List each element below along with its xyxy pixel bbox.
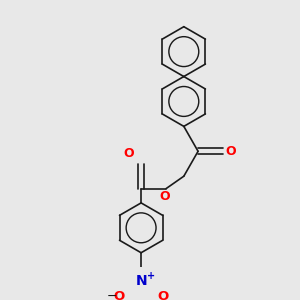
Text: O: O [123, 147, 134, 160]
Text: N: N [135, 274, 147, 288]
Text: O: O [158, 290, 169, 300]
Text: O: O [113, 290, 124, 300]
Text: +: + [147, 271, 155, 281]
Text: O: O [159, 190, 169, 203]
Text: O: O [226, 145, 236, 158]
Text: −: − [106, 290, 117, 300]
